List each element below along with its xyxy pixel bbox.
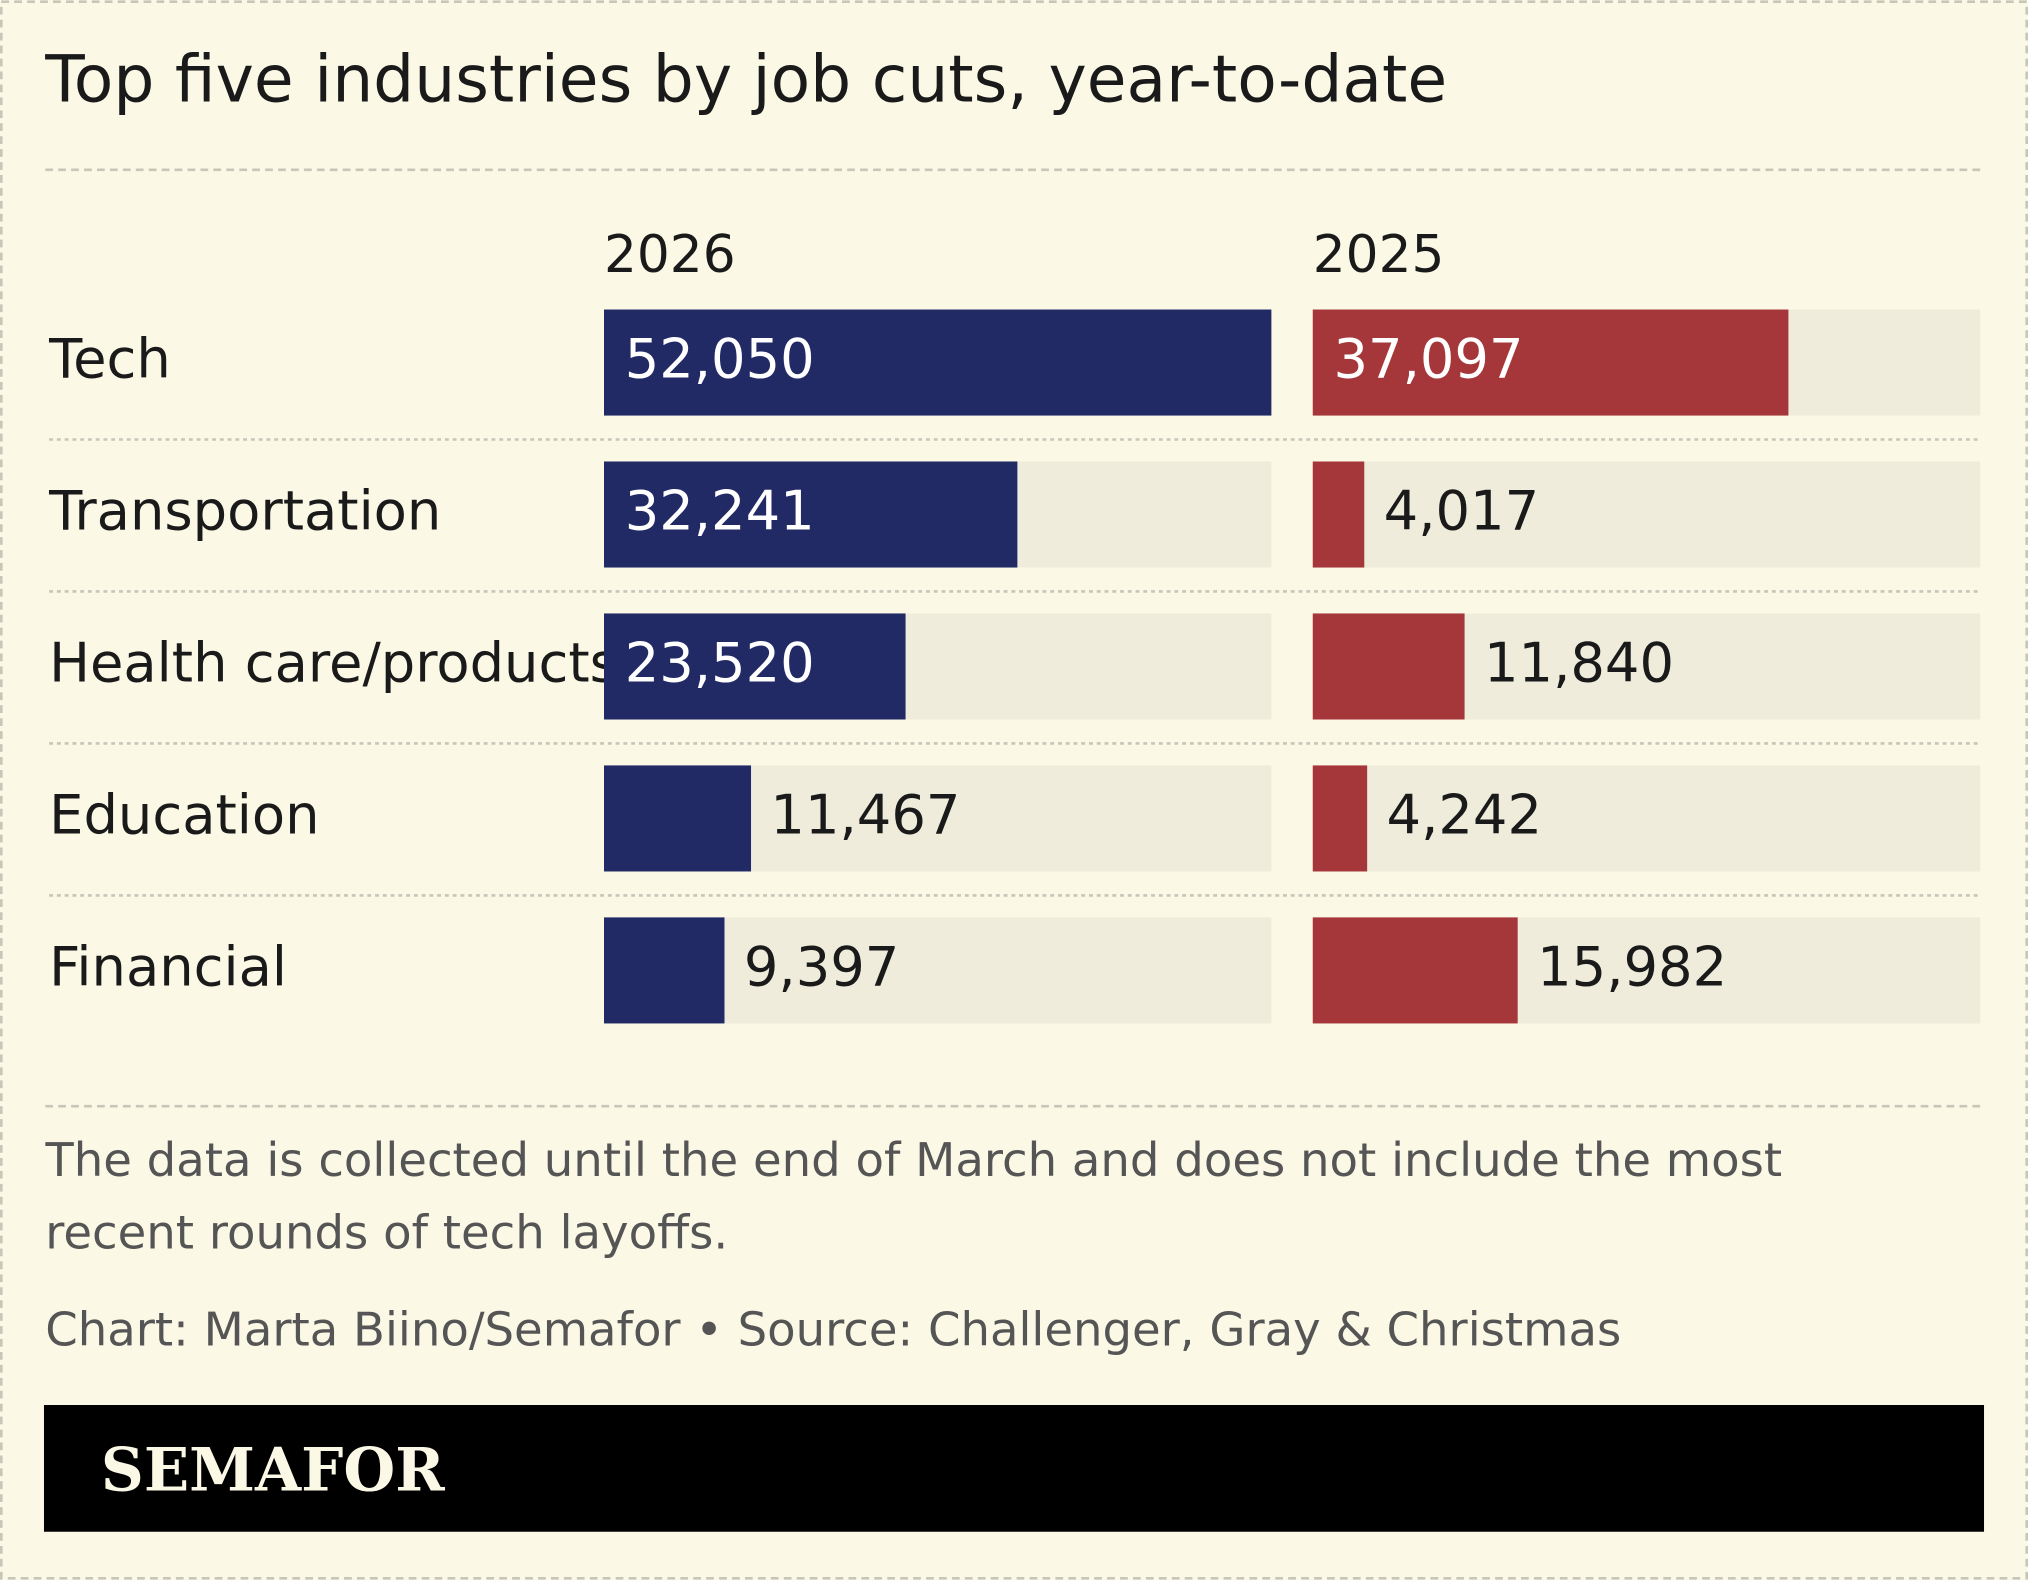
category-label: Transportation	[48, 480, 441, 543]
chart-title: Top five industries by job cuts, year-to…	[44, 42, 1447, 117]
bar	[1312, 613, 1465, 720]
column-header: 2025	[1313, 225, 1445, 285]
bar	[1312, 461, 1365, 568]
bar	[1312, 309, 1789, 416]
value-label: 32,241	[625, 480, 815, 543]
value-label: 52,050	[625, 328, 815, 391]
value-label: 11,840	[1484, 632, 1674, 695]
value-label: 4,242	[1387, 784, 1543, 847]
bar	[604, 765, 752, 872]
logo: SEMAFOR	[101, 1435, 445, 1505]
bar	[1312, 917, 1518, 1024]
bar-track	[1312, 765, 1981, 872]
category-label: Education	[49, 784, 319, 847]
bar	[604, 461, 1018, 568]
value-label: 15,982	[1537, 936, 1727, 999]
column-header: 2026	[604, 225, 736, 285]
bar	[604, 917, 725, 1024]
bar	[604, 613, 906, 720]
note-box: The data is collected until the end of M…	[45, 1134, 1783, 1261]
category-label: Financial	[49, 936, 287, 999]
note: The data is collected until the end of M…	[45, 1134, 1783, 1261]
bar	[1312, 765, 1368, 872]
bar-track	[1312, 461, 1981, 568]
value-label: 4,017	[1384, 480, 1540, 543]
value-label: 23,520	[625, 632, 815, 695]
source: Chart: Marta Biino/Semafor • Source: Cha…	[45, 1303, 1621, 1357]
category-label: Health care/products	[49, 632, 618, 695]
value-label: 9,397	[744, 936, 900, 999]
bar	[604, 309, 1272, 416]
footer-bar	[43, 1404, 1985, 1532]
category-label: Tech	[48, 328, 171, 391]
value-label: 11,467	[770, 784, 960, 847]
value-label: 37,097	[1333, 328, 1523, 391]
